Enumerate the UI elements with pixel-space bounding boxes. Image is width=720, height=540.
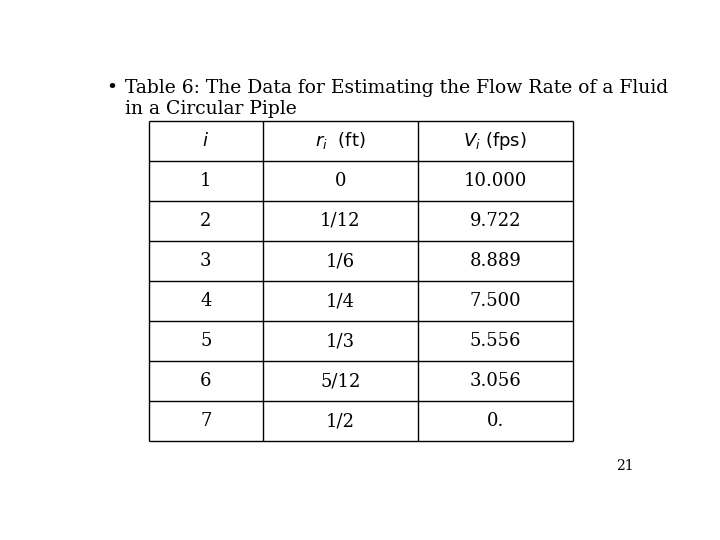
Text: 2: 2 (200, 212, 212, 230)
Text: 1/3: 1/3 (326, 332, 355, 350)
Text: Table 6: The Data for Estimating the Flow Rate of a Fluid: Table 6: The Data for Estimating the Flo… (125, 79, 667, 97)
Text: 9.722: 9.722 (469, 212, 521, 230)
Text: 5: 5 (200, 332, 212, 350)
Text: 1/12: 1/12 (320, 212, 361, 230)
Text: 5/12: 5/12 (320, 372, 361, 390)
Text: 1/4: 1/4 (326, 292, 355, 310)
Text: 1/6: 1/6 (326, 252, 355, 270)
Text: 0.: 0. (487, 412, 504, 430)
Text: 10.000: 10.000 (464, 172, 527, 190)
Text: 3: 3 (200, 252, 212, 270)
Text: 3.056: 3.056 (469, 372, 521, 390)
Text: 7.500: 7.500 (469, 292, 521, 310)
Text: 6: 6 (200, 372, 212, 390)
Text: 0: 0 (335, 172, 346, 190)
Text: 5.556: 5.556 (469, 332, 521, 350)
Text: •: • (107, 79, 118, 97)
Text: $r_i$  (ft): $r_i$ (ft) (315, 131, 366, 151)
Text: 21: 21 (616, 459, 634, 473)
Text: 7: 7 (200, 412, 212, 430)
Text: 1/2: 1/2 (326, 412, 355, 430)
Text: $i$: $i$ (202, 132, 210, 150)
Text: 4: 4 (200, 292, 212, 310)
Text: in a Circular Piple: in a Circular Piple (125, 100, 297, 118)
Text: $V_i$ (fps): $V_i$ (fps) (464, 130, 527, 152)
Text: 1: 1 (200, 172, 212, 190)
Text: 8.889: 8.889 (469, 252, 521, 270)
